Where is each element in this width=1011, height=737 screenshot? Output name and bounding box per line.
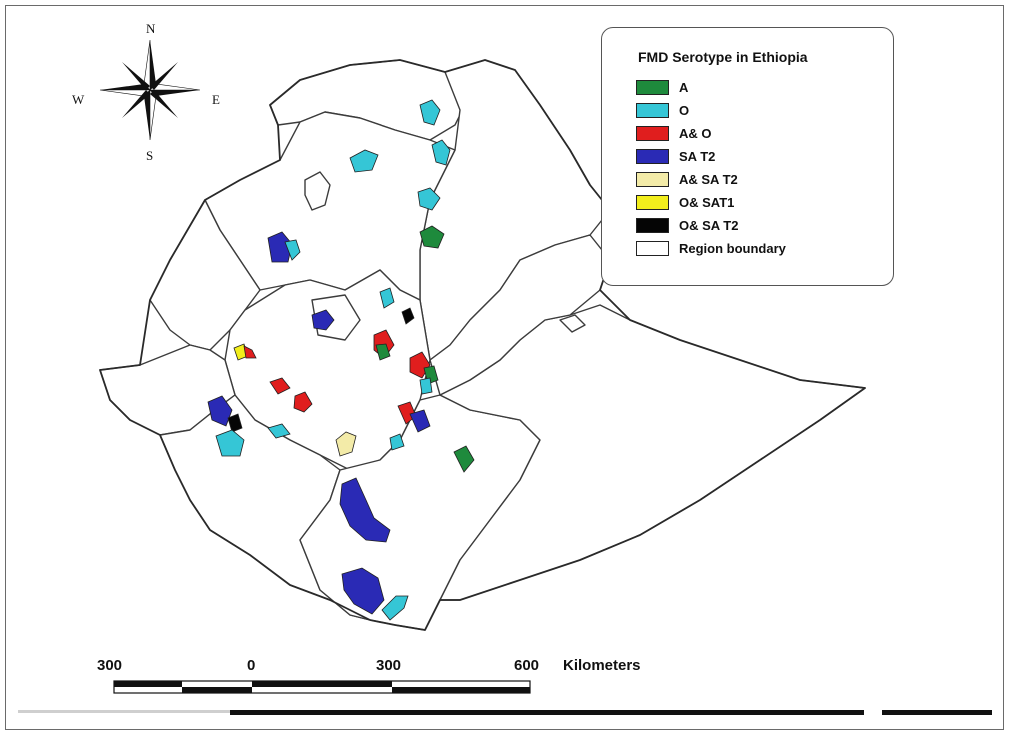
patch-o [419,377,433,395]
scale-bar: 300 0 300 600 Kilometers [97,657,641,694]
legend-item-a-o: A& O [636,124,712,142]
compass-south-label: S [146,148,153,163]
black-swatch-icon [636,217,669,233]
light-yellow-swatch-icon [636,171,669,187]
legend-label: A& SA T2 [679,171,738,187]
scale-label-300-left: 300 [97,657,122,674]
scale-unit-label: Kilometers [563,657,641,674]
scale-segment [114,681,182,687]
region-amhara [204,111,456,301]
patch-o-sat2 [401,307,415,325]
scale-label-0: 0 [247,657,255,674]
compass-north-label: N [146,21,156,36]
outbreak-patches [207,99,475,621]
legend-item-a-sat2: A& SA T2 [636,170,738,188]
patch-a-o [293,391,313,413]
legend-label: A [679,79,689,95]
patch-a-sat2 [335,431,357,457]
legend-item-sat2: SA T2 [636,147,715,165]
legend-label: O [679,102,690,118]
cyan-swatch-icon [636,102,669,118]
scale-label-300-right: 300 [376,657,401,674]
patch-o [349,149,379,173]
scale-segment [252,681,392,687]
patch-o [284,239,301,261]
region-lake [304,171,331,211]
country-outline [99,59,866,631]
compass-west-label: W [72,92,85,107]
patch-o [431,139,451,166]
patch-o [417,187,441,211]
patch-sat2 [311,309,335,331]
patch-o [379,287,395,309]
legend-item-o-sat1: O& SAT1 [636,193,734,211]
figure-border [5,5,1004,730]
region-boundaries [99,59,866,631]
patch-o-sat2 [227,413,243,433]
patch-a-o [243,345,257,359]
patch-sat2 [409,409,431,433]
patch-o [215,429,245,457]
patch-a-o [269,377,291,395]
patch-o [389,433,405,451]
compass-east-label: E [212,92,220,107]
legend-title: FMD Serotype in Ethiopia [638,49,808,65]
yellow-swatch-icon [636,194,669,210]
blue-swatch-icon [636,148,669,164]
scale-segment [392,687,530,693]
legend: FMD Serotype in Ethiopia A O A& O SA T2 … [601,27,894,286]
patch-a [453,445,475,473]
patch-o [267,423,291,439]
legend-label: O& SAT1 [679,194,735,210]
scale-segment [182,687,252,693]
patch-o [381,595,409,621]
patch-a [375,343,391,361]
patch-sat2 [339,477,391,543]
compass-rose: N S E W [72,21,220,163]
red-swatch-icon [636,125,669,141]
white-swatch-icon [636,240,669,256]
legend-item-o-sat2: O& SA T2 [636,216,738,234]
patch-a [419,225,445,249]
legend-item-a: A [636,78,688,96]
patch-sat2 [341,567,385,615]
compass-star-icon [99,39,201,141]
legend-item-region-boundary: Region boundary [636,239,786,257]
region-dire-dawa [559,314,586,333]
scale-label-600: 600 [514,657,539,674]
patch-o [419,99,441,126]
legend-label: O& SA T2 [679,217,739,233]
green-swatch-icon [636,79,669,95]
legend-label: Region boundary [679,240,786,256]
legend-item-o: O [636,101,689,119]
legend-label: SA T2 [679,148,716,164]
legend-label: A& O [679,125,712,141]
bottom-rule [18,710,992,715]
region-north-east-lobe [429,234,611,396]
